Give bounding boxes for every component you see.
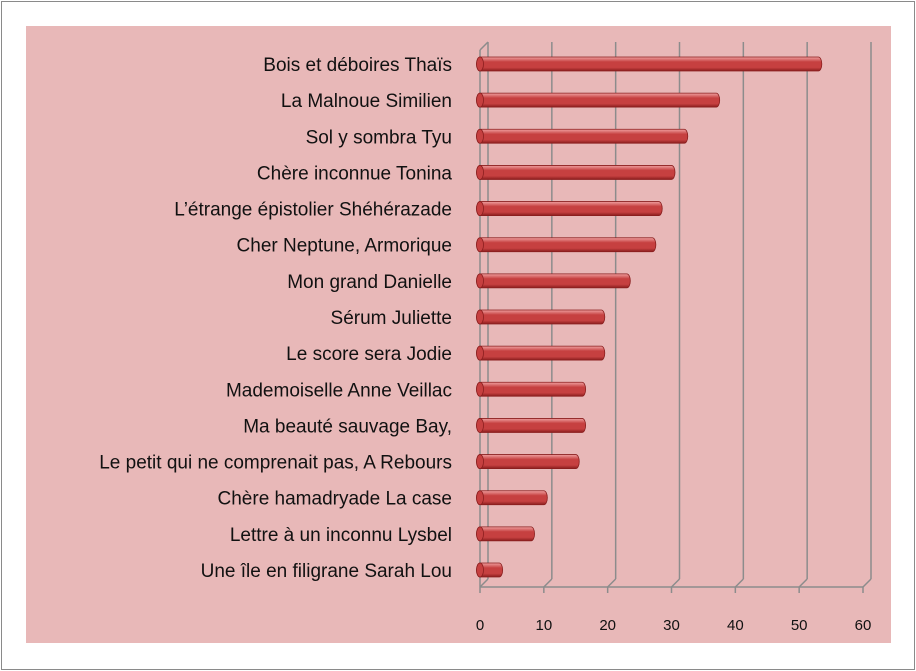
x-tick-label: 50: [791, 617, 808, 634]
bar: [476, 454, 580, 469]
category-label: La Malnoue Similien: [281, 91, 452, 112]
category-label: L’étrange épistolier Shéhérazade: [174, 200, 452, 221]
gridline-floor: [798, 578, 808, 588]
bar-body: [476, 490, 548, 506]
bar: [476, 201, 663, 216]
bar: [476, 526, 535, 542]
bar-body: [476, 418, 587, 433]
category-label: Ma beauté sauvage Bay,: [243, 416, 452, 437]
bar: [476, 562, 504, 578]
bar: [476, 381, 587, 397]
bar-cap: [476, 92, 484, 108]
category-label: Sérum Juliette: [331, 308, 452, 329]
category-label: Une île en filigrane Sarah Lou: [201, 561, 452, 582]
gridline-floor: [670, 578, 681, 588]
x-tick-label: 60: [855, 617, 872, 634]
bar: [476, 128, 689, 144]
bar-cap: [476, 237, 484, 253]
axis-corner: [479, 41, 489, 51]
x-tick-label: 40: [727, 617, 744, 634]
category-label: Le score sera Jodie: [286, 344, 452, 365]
bar-cap: [476, 490, 484, 506]
category-label: Chère hamadryade La case: [218, 489, 452, 510]
x-tick-label: 0: [476, 617, 484, 634]
bar-cap: [476, 418, 484, 433]
bar-body: [476, 526, 535, 542]
bar-cap: [476, 454, 484, 469]
plot-area: [26, 26, 891, 643]
category-label: Mon grand Danielle: [287, 272, 452, 293]
category-label: Cher Neptune, Armorique: [237, 236, 452, 257]
bar: [476, 56, 823, 72]
bar-cap: [476, 526, 484, 542]
bar-cap: [476, 165, 484, 180]
x-tick-label: 30: [663, 617, 680, 634]
bar: [476, 165, 676, 180]
bar-body: [476, 92, 721, 108]
bar-cap: [476, 128, 484, 144]
category-labels: Bois et déboires Thaïs La Malnoue Similie…: [99, 55, 452, 582]
bar-body: [476, 381, 587, 397]
bar-body: [476, 454, 580, 469]
bar: [476, 309, 606, 325]
bar: [476, 237, 657, 253]
bar-body: [476, 237, 657, 253]
bar-body: [476, 56, 823, 72]
bar-body: [476, 345, 606, 361]
gridline-floor: [862, 578, 872, 588]
category-label: Le petit qui ne comprenait pas, A Rebour…: [99, 453, 452, 474]
x-axis-ticks: 0 10 20 30 40 50 60: [476, 617, 872, 634]
gridline-floor: [734, 578, 744, 588]
bar-cap: [476, 201, 484, 216]
bar: [476, 345, 606, 361]
category-label: Lettre à un inconnu Lysbel: [230, 525, 452, 546]
bar: [476, 418, 587, 433]
category-label: Sol y sombra Tyu: [306, 127, 452, 148]
bar-cap: [476, 273, 484, 289]
bar-body: [476, 273, 631, 289]
bars: [476, 56, 823, 578]
bar-body: [476, 201, 663, 216]
bar-cap: [476, 562, 484, 578]
bar-body: [476, 309, 606, 325]
bar: [476, 273, 631, 289]
bar-cap: [476, 381, 484, 397]
bar-body: [476, 128, 689, 144]
gridline-floor: [607, 578, 617, 588]
gridline-floor: [479, 578, 489, 588]
x-tick-label: 10: [535, 617, 552, 634]
bar: [476, 92, 721, 108]
bar: [476, 490, 548, 506]
bar-cap: [476, 56, 484, 72]
bar-cap: [476, 345, 484, 361]
category-label: Bois et déboires Thaïs: [263, 55, 452, 76]
x-tick-label: 20: [599, 617, 616, 634]
gridline-floor: [543, 578, 553, 588]
category-label: Chère inconnue Tonina: [257, 163, 453, 184]
bar-cap: [476, 309, 484, 325]
bar-body: [476, 165, 676, 180]
category-label: Mademoiselle Anne Veillac: [226, 380, 452, 401]
